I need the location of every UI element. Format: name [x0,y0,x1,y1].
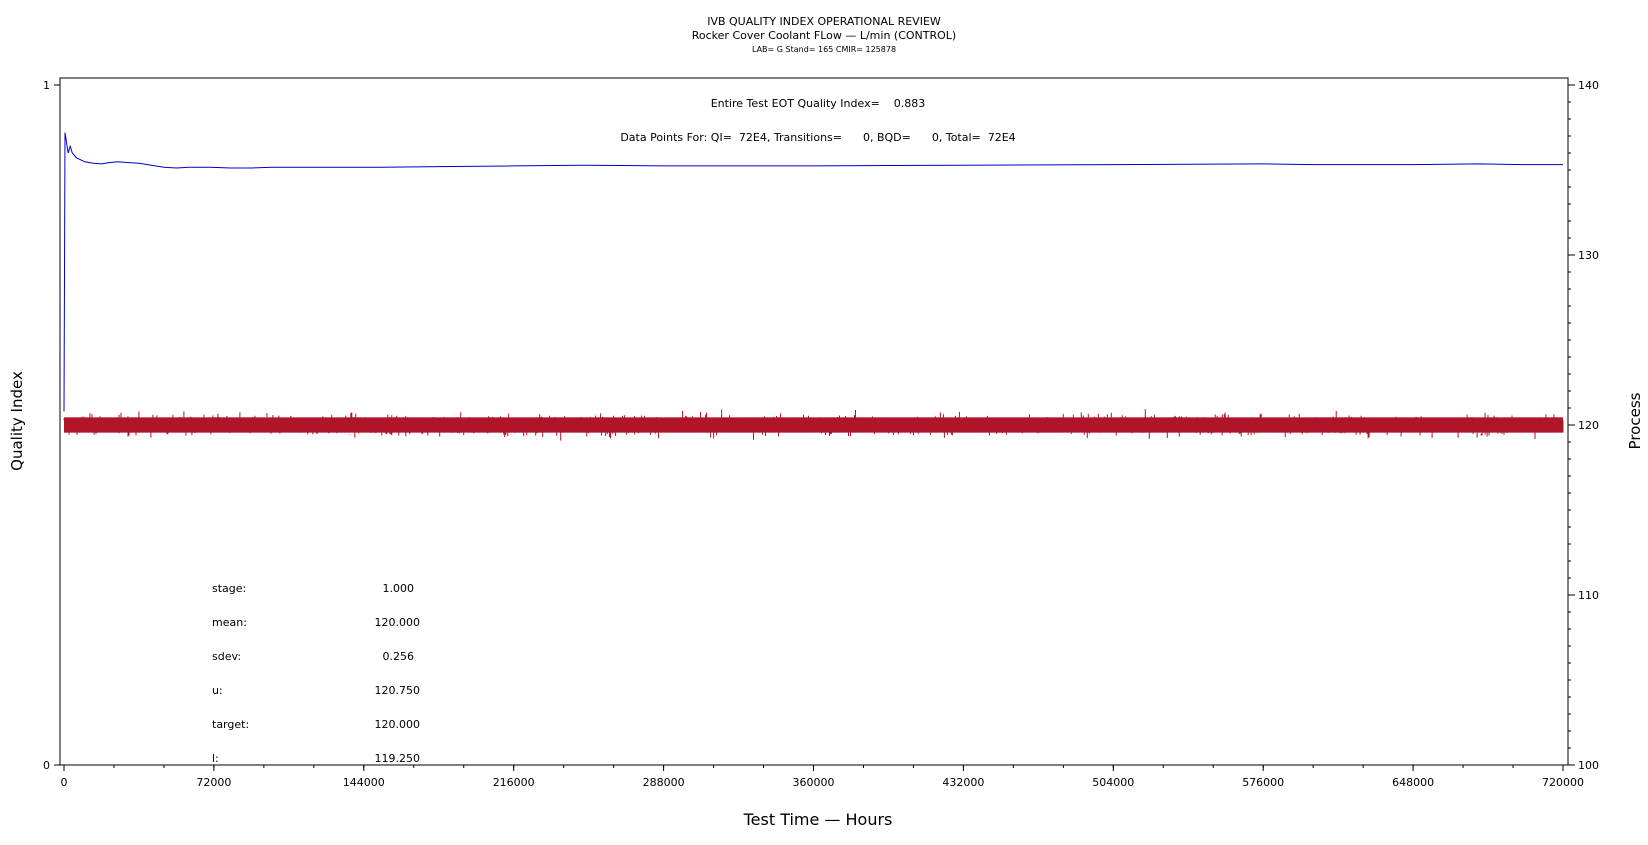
quality-index-series [63,132,1563,412]
x-tick-label: 288000 [643,776,685,789]
stat-value: 120.000 [375,718,421,731]
stat-value: 120.750 [375,684,421,697]
x-tick-label: 576000 [1242,776,1284,789]
y-axis-right: 100 110 120 130 140 [1568,79,1599,772]
stat-label: l: [212,752,219,765]
y-axis-left: 01 [43,79,60,772]
chart-subtitle-lab: LAB= G Stand= 165 CMIR= 125878 [752,45,896,54]
stat-label: u: [212,684,223,697]
stat-value: 120.000 [375,616,421,629]
x-tick-label: 648000 [1392,776,1434,789]
stat-label: mean: [212,616,247,629]
stat-value: 1.000 [383,582,415,595]
y-left-tick-label: 0 [43,759,50,772]
x-axis-label: Test Time — Hours [743,810,893,829]
y-axis-right-label: Process [1626,392,1644,449]
y-right-tick-label: 110 [1578,589,1599,602]
y-right-tick-label: 140 [1578,79,1599,92]
y-axis-left-label: Quality Index [8,371,26,471]
stat-value: 0.256 [383,650,415,663]
qi-annotation: Entire Test EOT Quality Index= 0.883 [711,97,926,110]
stats-block: stage: 1.000 mean: 120.000 sdev: 0.256 u… [212,582,420,765]
stat-label: target: [212,718,249,731]
x-tick-label: 72000 [196,776,231,789]
process-line [63,409,1564,441]
stat-value: 119.250 [375,752,421,765]
x-tick-label: 216000 [493,776,535,789]
x-tick-label: 0 [61,776,68,789]
y-right-tick-label: 120 [1578,419,1599,432]
x-tick-label: 432000 [942,776,984,789]
x-tick-label: 504000 [1092,776,1134,789]
chart-subtitle: Rocker Cover Coolant FLow — L/min (CONTR… [692,29,956,42]
x-tick-label: 144000 [343,776,385,789]
y-right-tick-label: 130 [1578,249,1599,262]
y-left-tick-label: 1 [43,79,50,92]
stat-label: sdev: [212,650,241,663]
x-axis: 0 72000 144000 216000 288000 360000 432000 5040… [61,765,1584,789]
x-tick-label: 360000 [793,776,835,789]
chart-title: IVB QUALITY INDEX OPERATIONAL REVIEW [707,15,941,28]
process-series [63,409,1564,441]
y-right-tick-label: 100 [1578,759,1599,772]
x-tick-label: 720000 [1542,776,1584,789]
stat-label: stage: [212,582,246,595]
data-points-annotation: Data Points For: QI= 72E4, Transitions= … [620,131,1015,144]
